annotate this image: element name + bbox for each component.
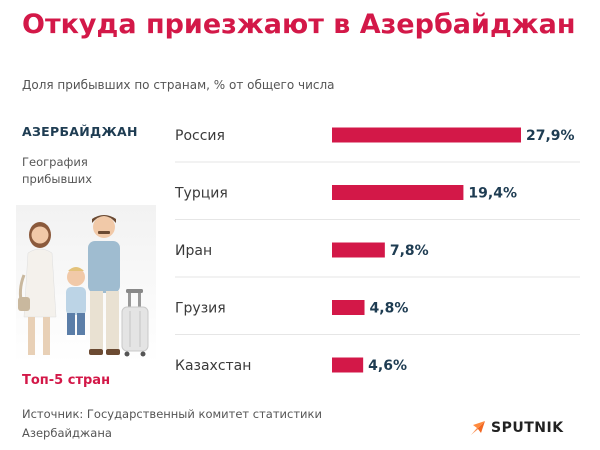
category-label: Иран <box>175 243 212 259</box>
top-five-label: Топ-5 стран <box>22 373 111 388</box>
sputnik-logo-text: SPUTNIK <box>491 420 564 436</box>
category-label: Россия <box>175 128 225 144</box>
father-figure <box>88 215 120 355</box>
page-title: Откуда приезжают в Азербайджан <box>22 9 576 40</box>
value-label: 19,4% <box>468 186 517 202</box>
source-note: Источник: Государственный комитет статис… <box>22 407 322 440</box>
bar <box>332 185 464 200</box>
bar <box>332 242 385 258</box>
mother-figure <box>18 222 57 355</box>
country-heading: АЗЕРБАЙДЖАН <box>22 124 138 139</box>
suitcase-figure <box>121 289 149 357</box>
bar <box>332 357 364 373</box>
value-label: 27,9% <box>526 128 575 144</box>
bar <box>332 300 365 315</box>
sidebar-caption: География прибывших <box>22 155 93 186</box>
page-subtitle: Доля прибывших по странам, % от общего ч… <box>22 78 335 92</box>
category-label: Грузия <box>175 301 226 317</box>
value-label: 4,8% <box>370 301 409 317</box>
category-label: Казахстан <box>175 358 251 374</box>
family-travel-illustration <box>16 205 156 363</box>
value-label: 4,6% <box>368 358 407 374</box>
value-label: 7,8% <box>390 243 429 259</box>
bar <box>332 127 521 143</box>
category-label: Турция <box>174 186 228 202</box>
sputnik-logo[interactable]: SPUTNIK <box>470 420 564 436</box>
sputnik-arrow-icon <box>471 421 485 435</box>
child-figure <box>66 267 86 340</box>
